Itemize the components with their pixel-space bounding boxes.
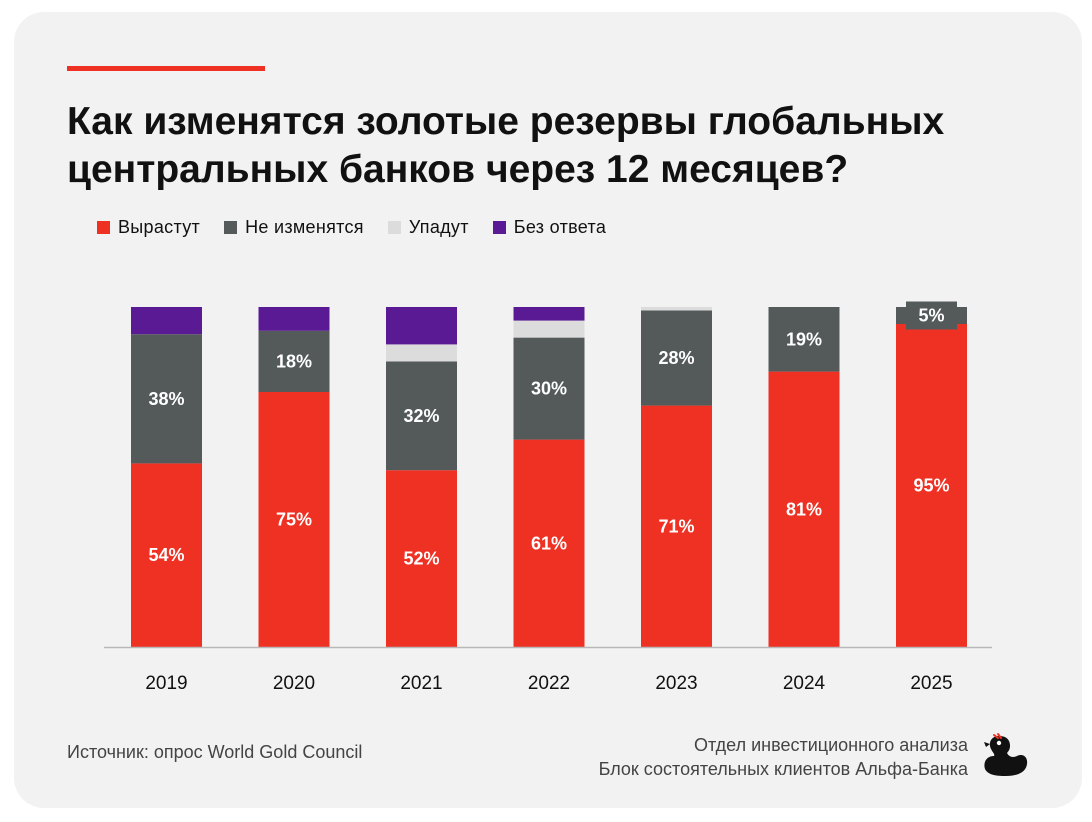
data-label-2019-series-1: 38%	[148, 389, 184, 409]
legend-label-unchanged: Не изменятся	[245, 217, 364, 237]
bar-2022-series-3	[513, 307, 585, 321]
bar-2020-series-0	[258, 392, 330, 647]
legend-swatch-grow	[97, 221, 110, 234]
title-line-1: Как изменятся золотые резервы глобальных	[67, 100, 945, 143]
legend-item-no-answer: Без ответа	[492, 217, 607, 238]
data-label-2020-series-0: 75%	[276, 510, 312, 530]
chart-title: Как изменятся золотые резервы глобальных…	[67, 98, 1057, 194]
legend-swatch-no-answer	[492, 221, 506, 234]
bar-2021-series-0	[386, 470, 457, 647]
bar-2019-series-1	[131, 334, 202, 464]
bar-2025-series-0	[896, 324, 967, 647]
data-label-2022-series-0: 61%	[531, 533, 567, 553]
bar-2024-series-1	[768, 307, 840, 372]
legend-item-decline: Упадут	[387, 217, 469, 238]
department-line-1: Отдел инвестиционного анализа	[694, 735, 968, 755]
legend-swatch-unchanged	[224, 221, 238, 234]
bar-2024-series-0	[768, 371, 840, 647]
x-tick-2023: 2023	[655, 673, 697, 694]
data-label-2021-series-1: 32%	[403, 406, 439, 426]
data-label-2025-series-0: 95%	[913, 476, 949, 496]
legend-item-unchanged: Не изменятся	[224, 217, 364, 238]
data-label-2022-series-1: 30%	[531, 379, 567, 399]
bar-2021-series-2	[386, 344, 457, 362]
bar-2023-series-1	[641, 310, 712, 406]
bar-2019-series-3	[131, 307, 202, 335]
x-tick-2021: 2021	[400, 673, 442, 694]
bar-2019-series-0	[131, 463, 202, 647]
data-label-2021-series-0: 52%	[403, 549, 439, 569]
data-label-2024-series-0: 81%	[786, 499, 822, 519]
title-line-2: центральных банков через 12 месяцев?	[67, 148, 849, 191]
legend-label-grow: Вырастут	[118, 217, 201, 237]
legend-label-no-answer: Без ответа	[513, 217, 607, 237]
bar-2023-series-0	[641, 405, 712, 647]
bar-2021-series-3	[386, 307, 457, 345]
x-tick-2024: 2024	[783, 673, 826, 694]
data-label-bg-2025-series-1	[906, 301, 957, 330]
bar-2021-series-1	[386, 361, 457, 471]
bar-2022-series-0	[513, 439, 585, 647]
bar-2020-series-1	[258, 330, 330, 392]
bar-2020-series-3	[258, 307, 330, 331]
x-tick-2020: 2020	[273, 673, 315, 694]
legend-item-grow: Вырастут	[97, 217, 200, 238]
department-line-2: Блок состоятельных клиентов Альфа-Банка	[598, 759, 968, 779]
x-tick-2022: 2022	[528, 673, 570, 694]
bar-2022-series-2	[513, 320, 585, 338]
accent-line	[67, 66, 265, 71]
legend-swatch-decline	[387, 221, 401, 234]
data-label-2023-series-0: 71%	[658, 516, 694, 536]
legend: Вырастут Не изменятся Упадут Без ответа	[97, 217, 606, 238]
department-credit: Отдел инвестиционного анализа Блок состо…	[599, 733, 968, 781]
data-label-2025-series-1: 5%	[918, 306, 944, 326]
data-label-2019-series-0: 54%	[148, 545, 184, 565]
source-note: Источник: опрос World Gold Council	[67, 742, 363, 762]
bar-2023-series-2	[641, 307, 712, 311]
legend-label-decline: Упадут	[408, 217, 469, 237]
data-label-2023-series-1: 28%	[658, 348, 694, 368]
data-label-2024-series-1: 19%	[786, 329, 822, 349]
data-label-2020-series-1: 18%	[276, 351, 312, 371]
x-tick-2025: 2025	[910, 673, 952, 694]
duck-logo-icon	[984, 733, 1028, 776]
bar-2022-series-1	[513, 337, 585, 440]
x-tick-2019: 2019	[145, 673, 187, 694]
